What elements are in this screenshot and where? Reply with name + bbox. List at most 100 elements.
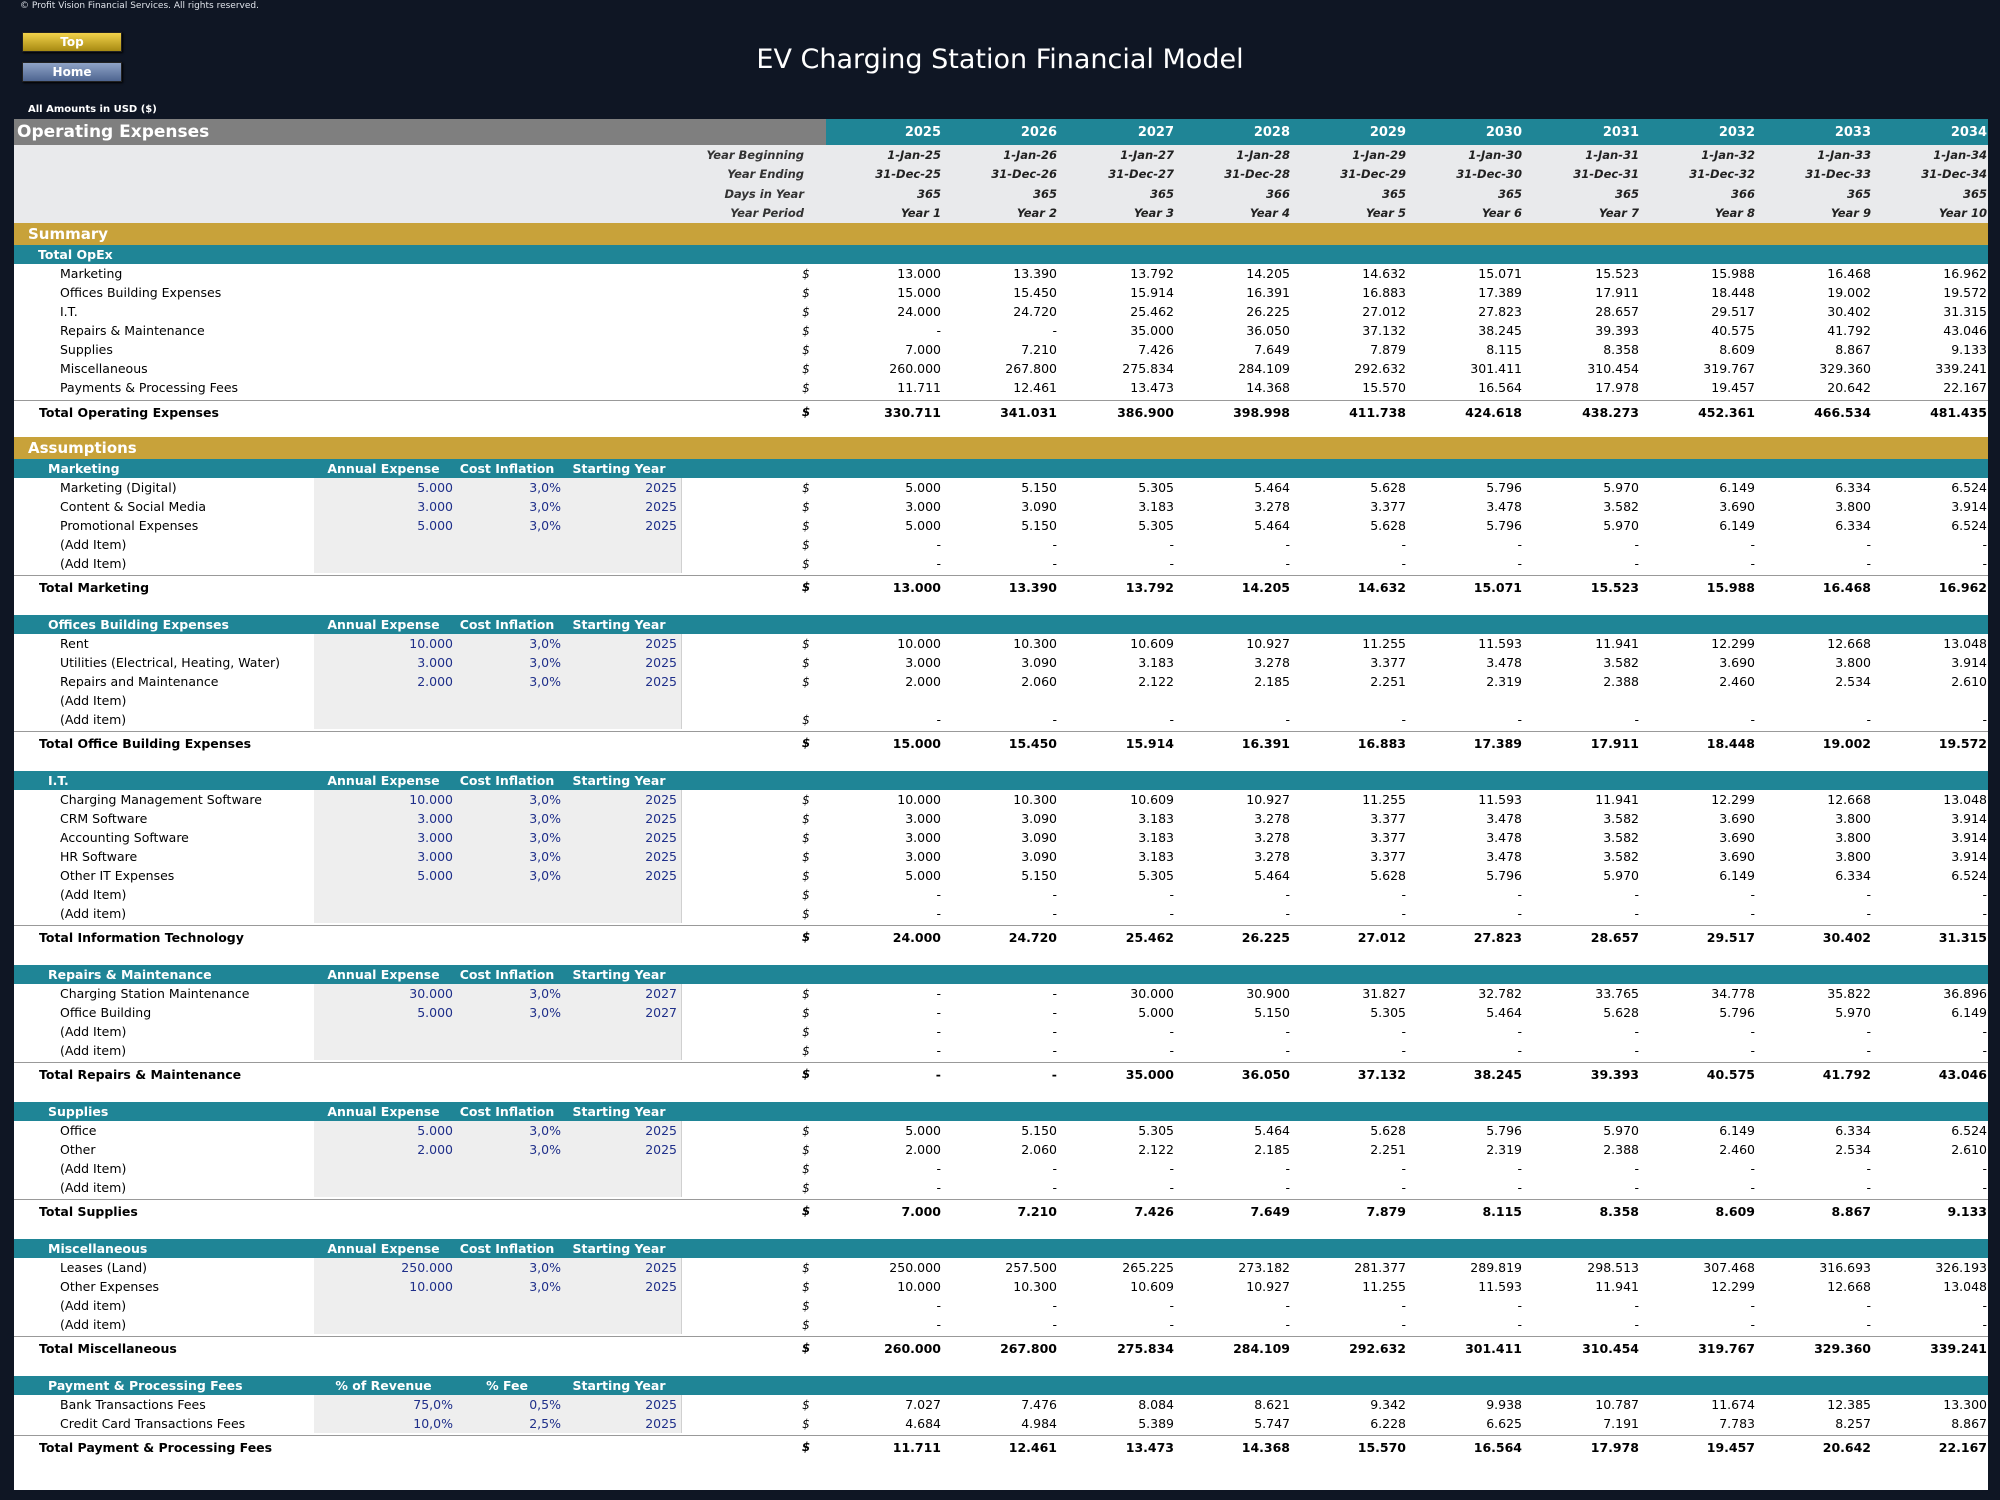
annual-expense-input[interactable] xyxy=(314,904,460,923)
starting-year-input[interactable] xyxy=(561,1022,682,1041)
annual-expense-input[interactable] xyxy=(314,1022,460,1041)
starting-year-input[interactable] xyxy=(561,1315,682,1334)
starting-year-input[interactable]: 2025 xyxy=(561,847,682,866)
annual-expense-input[interactable] xyxy=(314,1041,460,1060)
annual-expense-input[interactable] xyxy=(314,535,460,554)
annual-expense-input[interactable]: 3.000 xyxy=(314,653,460,672)
annual-expense-input[interactable] xyxy=(314,1315,460,1334)
cost-inflation-input[interactable] xyxy=(453,1022,566,1041)
cost-inflation-input[interactable] xyxy=(453,691,566,710)
annual-expense-input[interactable]: 75,0% xyxy=(314,1395,460,1414)
cost-inflation-input[interactable] xyxy=(453,1159,566,1178)
cost-inflation-input[interactable]: 3,0% xyxy=(453,984,566,1003)
annual-expense-input[interactable]: 2.000 xyxy=(314,672,460,691)
starting-year-input[interactable]: 2025 xyxy=(561,672,682,691)
annual-expense-input[interactable] xyxy=(314,554,460,573)
starting-year-input[interactable] xyxy=(561,535,682,554)
cost-inflation-input[interactable] xyxy=(453,535,566,554)
annual-expense-input[interactable]: 5.000 xyxy=(314,1121,460,1140)
year-value: - xyxy=(936,712,941,727)
annual-expense-input[interactable] xyxy=(314,691,460,710)
annual-expense-input[interactable]: 2.000 xyxy=(314,1140,460,1159)
annual-expense-input[interactable]: 5.000 xyxy=(314,478,460,497)
cost-inflation-input[interactable]: 3,0% xyxy=(453,790,566,809)
cost-inflation-input[interactable]: 2,5% xyxy=(453,1414,566,1433)
cost-inflation-input[interactable]: 3,0% xyxy=(453,497,566,516)
annual-expense-input[interactable]: 30.000 xyxy=(314,984,460,1003)
cost-inflation-input[interactable] xyxy=(453,1041,566,1060)
annual-expense-input[interactable]: 5.000 xyxy=(314,866,460,885)
cost-inflation-input[interactable] xyxy=(453,1296,566,1315)
annual-expense-input[interactable] xyxy=(314,710,460,729)
starting-year-input[interactable]: 2025 xyxy=(561,1277,682,1296)
cost-inflation-input[interactable] xyxy=(453,904,566,923)
starting-year-input[interactable] xyxy=(561,1296,682,1315)
cost-inflation-input[interactable]: 3,0% xyxy=(453,1258,566,1277)
annual-expense-input[interactable]: 5.000 xyxy=(314,516,460,535)
starting-year-input[interactable]: 2025 xyxy=(561,809,682,828)
starting-year-input[interactable] xyxy=(561,710,682,729)
cost-inflation-input[interactable]: 3,0% xyxy=(453,478,566,497)
annual-expense-input[interactable]: 5.000 xyxy=(314,1003,460,1022)
cost-inflation-input[interactable]: 3,0% xyxy=(453,672,566,691)
line-item-row: Utilities (Electrical, Heating, Water) 3.… xyxy=(14,653,1988,672)
starting-year-input[interactable] xyxy=(561,691,682,710)
starting-year-input[interactable]: 2025 xyxy=(561,478,682,497)
cost-inflation-input[interactable]: 3,0% xyxy=(453,1140,566,1159)
starting-year-input[interactable]: 2025 xyxy=(561,497,682,516)
starting-year-input[interactable]: 2025 xyxy=(561,1140,682,1159)
cost-inflation-input[interactable]: 3,0% xyxy=(453,828,566,847)
cost-inflation-input[interactable]: 3,0% xyxy=(453,809,566,828)
starting-year-input[interactable]: 2027 xyxy=(561,1003,682,1022)
year-value: 5.970 xyxy=(1603,518,1639,533)
cost-inflation-input[interactable]: 3,0% xyxy=(453,653,566,672)
starting-year-input[interactable]: 2025 xyxy=(561,828,682,847)
cost-inflation-input[interactable]: 0,5% xyxy=(453,1395,566,1414)
starting-year-input[interactable]: 2025 xyxy=(561,790,682,809)
starting-year-input[interactable]: 2025 xyxy=(561,1121,682,1140)
annual-expense-input[interactable] xyxy=(314,1178,460,1197)
cost-inflation-input[interactable]: 3,0% xyxy=(453,1277,566,1296)
annual-expense-input[interactable] xyxy=(314,885,460,904)
annual-expense-input[interactable]: 10.000 xyxy=(314,1277,460,1296)
annual-expense-input[interactable]: 10,0% xyxy=(314,1414,460,1433)
starting-year-input[interactable]: 2027 xyxy=(561,984,682,1003)
annual-expense-input[interactable]: 250.000 xyxy=(314,1258,460,1277)
cost-inflation-input[interactable]: 3,0% xyxy=(453,866,566,885)
cost-inflation-input[interactable] xyxy=(453,554,566,573)
annual-expense-input[interactable]: 10.000 xyxy=(314,634,460,653)
year-value: 8.867 xyxy=(1835,342,1871,357)
starting-year-input[interactable]: 2025 xyxy=(561,634,682,653)
starting-year-input[interactable]: 2025 xyxy=(561,516,682,535)
home-button[interactable]: Home xyxy=(22,62,122,82)
annual-expense-input[interactable]: 3.000 xyxy=(314,497,460,516)
annual-expense-input[interactable] xyxy=(314,1159,460,1178)
annual-expense-input[interactable]: 3.000 xyxy=(314,847,460,866)
annual-expense-input[interactable]: 3.000 xyxy=(314,828,460,847)
starting-year-input[interactable] xyxy=(561,904,682,923)
cost-inflation-input[interactable]: 3,0% xyxy=(453,634,566,653)
starting-year-input[interactable]: 2025 xyxy=(561,1258,682,1277)
annual-expense-input[interactable]: 3.000 xyxy=(314,809,460,828)
starting-year-input[interactable] xyxy=(561,1159,682,1178)
cost-inflation-input[interactable] xyxy=(453,1178,566,1197)
starting-year-input[interactable]: 2025 xyxy=(561,1414,682,1433)
starting-year-input[interactable] xyxy=(561,885,682,904)
cost-inflation-input[interactable]: 3,0% xyxy=(453,516,566,535)
cost-inflation-input[interactable]: 3,0% xyxy=(453,1003,566,1022)
starting-year-input[interactable] xyxy=(561,1178,682,1197)
starting-year-input[interactable]: 2025 xyxy=(561,653,682,672)
starting-year-input[interactable]: 2025 xyxy=(561,866,682,885)
cost-inflation-input[interactable]: 3,0% xyxy=(453,847,566,866)
annual-expense-input[interactable] xyxy=(314,1296,460,1315)
starting-year-input[interactable] xyxy=(561,554,682,573)
cost-inflation-input[interactable] xyxy=(453,710,566,729)
cost-inflation-input[interactable]: 3,0% xyxy=(453,1121,566,1140)
top-button[interactable]: Top xyxy=(22,32,122,52)
starting-year-input[interactable]: 2025 xyxy=(561,1395,682,1414)
year-value: 36.050 xyxy=(1246,323,1290,338)
starting-year-input[interactable] xyxy=(561,1041,682,1060)
cost-inflation-input[interactable] xyxy=(453,1315,566,1334)
cost-inflation-input[interactable] xyxy=(453,885,566,904)
annual-expense-input[interactable]: 10.000 xyxy=(314,790,460,809)
